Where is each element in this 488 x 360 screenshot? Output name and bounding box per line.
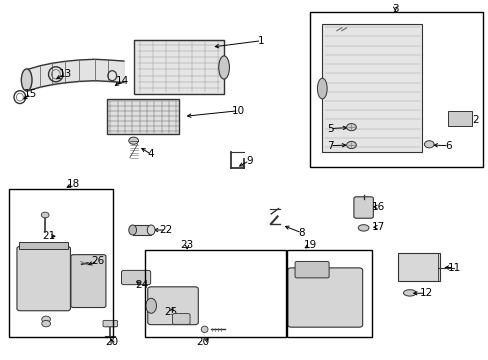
- Text: 15: 15: [24, 89, 37, 99]
- Bar: [9, 189, 113, 337]
- Text: 4: 4: [147, 149, 154, 159]
- FancyBboxPatch shape: [397, 253, 439, 282]
- Text: 20: 20: [196, 337, 209, 347]
- Text: 14: 14: [115, 76, 128, 86]
- Circle shape: [41, 212, 49, 218]
- Text: 6: 6: [445, 141, 451, 151]
- Text: 18: 18: [66, 179, 80, 189]
- Bar: [322, 23, 421, 152]
- Bar: [144, 249, 285, 337]
- Text: 7: 7: [326, 141, 333, 151]
- FancyBboxPatch shape: [172, 314, 190, 324]
- Bar: [19, 242, 68, 249]
- Text: 10: 10: [232, 106, 244, 116]
- Text: 24: 24: [135, 280, 148, 291]
- Text: 13: 13: [59, 68, 72, 78]
- Text: 23: 23: [180, 240, 193, 250]
- Circle shape: [41, 316, 50, 323]
- Text: 22: 22: [159, 225, 172, 235]
- Text: 9: 9: [245, 156, 252, 166]
- Text: 2: 2: [471, 115, 478, 125]
- Text: 19: 19: [303, 240, 316, 250]
- Text: 25: 25: [163, 307, 177, 317]
- FancyBboxPatch shape: [287, 268, 362, 327]
- Text: 3: 3: [391, 4, 398, 14]
- Circle shape: [346, 141, 356, 149]
- Bar: [107, 99, 179, 134]
- Bar: [133, 40, 223, 94]
- Circle shape: [346, 123, 356, 131]
- Text: 16: 16: [371, 202, 384, 212]
- Bar: [309, 12, 482, 167]
- Circle shape: [41, 320, 50, 327]
- Bar: [287, 249, 372, 337]
- Bar: [132, 225, 151, 235]
- Text: 5: 5: [326, 123, 333, 134]
- FancyBboxPatch shape: [71, 255, 106, 307]
- Text: 12: 12: [419, 288, 432, 298]
- FancyBboxPatch shape: [103, 320, 117, 327]
- Text: 21: 21: [42, 231, 56, 242]
- FancyBboxPatch shape: [17, 247, 70, 311]
- Text: 17: 17: [371, 222, 384, 232]
- Text: 20: 20: [105, 337, 119, 347]
- Text: 11: 11: [447, 262, 460, 273]
- Ellipse shape: [403, 290, 415, 296]
- FancyBboxPatch shape: [147, 287, 198, 325]
- FancyBboxPatch shape: [294, 261, 328, 278]
- Ellipse shape: [358, 225, 368, 231]
- FancyBboxPatch shape: [447, 111, 470, 126]
- Text: 26: 26: [91, 256, 104, 266]
- Text: 1: 1: [258, 36, 264, 46]
- Ellipse shape: [21, 69, 32, 91]
- Text: 8: 8: [298, 228, 305, 238]
- Ellipse shape: [201, 326, 207, 333]
- Ellipse shape: [128, 225, 136, 235]
- Circle shape: [128, 137, 138, 144]
- FancyBboxPatch shape: [121, 270, 150, 285]
- Ellipse shape: [147, 225, 155, 235]
- Ellipse shape: [218, 56, 229, 79]
- FancyBboxPatch shape: [353, 197, 372, 218]
- Ellipse shape: [317, 78, 326, 99]
- Ellipse shape: [145, 298, 156, 313]
- Circle shape: [424, 141, 433, 148]
